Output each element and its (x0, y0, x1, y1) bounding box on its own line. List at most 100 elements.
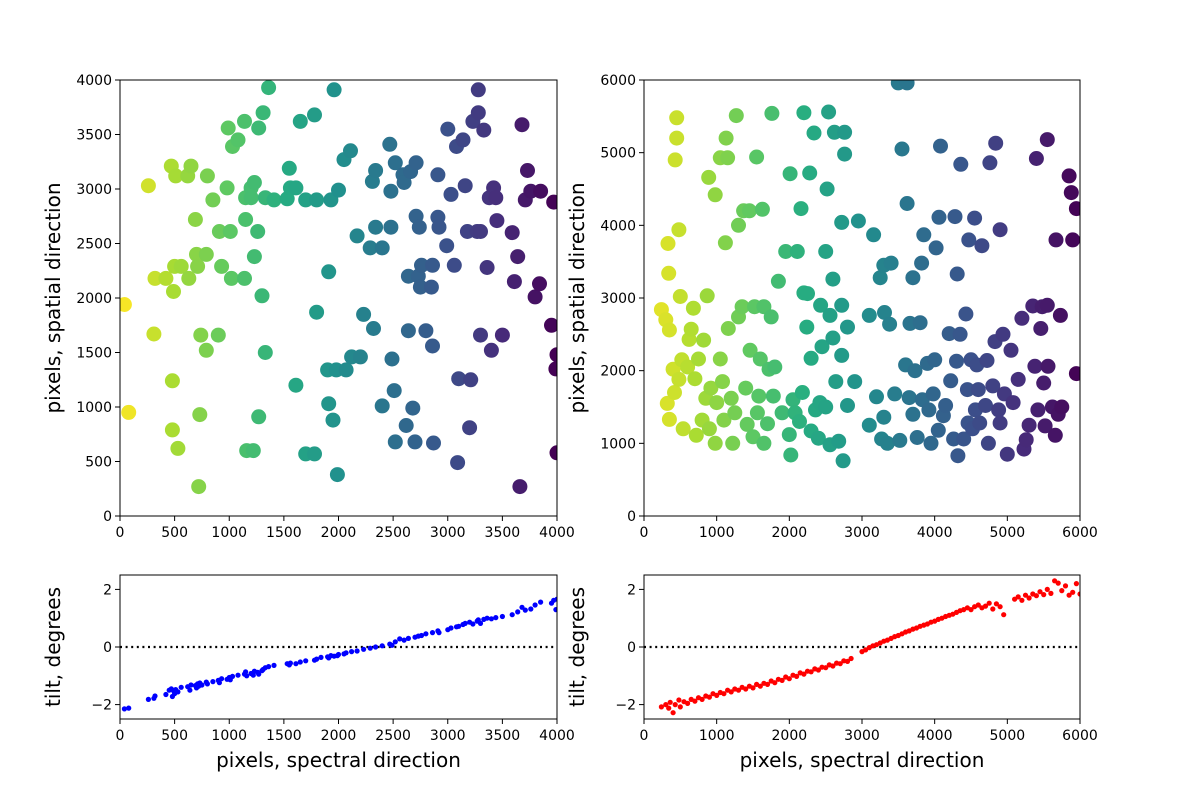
data-point (436, 630, 442, 636)
data-point (230, 132, 246, 148)
data-point (806, 125, 822, 141)
data-point (187, 687, 193, 693)
data-point (303, 658, 309, 664)
data-point (959, 382, 975, 398)
data-point (414, 257, 429, 273)
data-point (819, 181, 835, 197)
data-point (770, 273, 786, 289)
data-point (728, 689, 734, 695)
top-left-scatter-panel: 0 500 1000 1500 2000 2500 3000 3500 4000 0 500 1000… (41, 73, 575, 541)
data-point (400, 323, 416, 339)
y-tick-label: 0 (103, 509, 112, 525)
data-point (443, 186, 459, 202)
data-point (749, 149, 765, 165)
data-point (168, 168, 184, 184)
data-point (706, 694, 713, 700)
data-point (997, 604, 1003, 610)
data-point (1061, 168, 1077, 184)
data-point (1063, 185, 1079, 201)
data-point (803, 350, 819, 366)
data-point (1033, 321, 1049, 336)
data-point (661, 265, 677, 281)
data-point (840, 398, 855, 413)
data-point (532, 602, 538, 608)
data-point (1022, 592, 1029, 598)
data-point (847, 374, 863, 390)
data-point (691, 351, 706, 367)
data-point (933, 138, 948, 154)
data-point (756, 435, 772, 451)
data-point (715, 374, 730, 390)
data-point (707, 187, 723, 203)
data-point (810, 430, 826, 446)
data-point (1001, 612, 1007, 618)
data-point (676, 697, 682, 703)
data-point (1054, 399, 1070, 415)
data-point (754, 201, 770, 217)
data-point (907, 363, 923, 379)
data-point (401, 637, 407, 643)
data-point (546, 194, 557, 210)
x-tick-label: 1000 (699, 728, 735, 744)
data-point (877, 305, 892, 320)
x-tick-label: 1000 (211, 525, 247, 541)
x-tick-label: 500 (161, 728, 188, 744)
data-point (309, 192, 325, 208)
data-point (985, 378, 1001, 394)
data-point (921, 402, 937, 418)
data-point (1040, 358, 1056, 374)
data-point (772, 680, 778, 686)
data-point (1005, 395, 1021, 411)
data-point (255, 105, 271, 121)
data-point (703, 380, 719, 396)
y-axis-label: tilt, degrees (41, 587, 65, 707)
data-point (1039, 297, 1055, 313)
data-point (661, 411, 677, 427)
data-point (191, 479, 207, 495)
y-axis-label: pixels, spatial direction (41, 182, 65, 413)
data-point (527, 289, 543, 305)
data-point (243, 190, 259, 206)
data-point (831, 433, 847, 449)
data-point (140, 178, 156, 194)
data-point (789, 244, 805, 259)
data-point (251, 409, 267, 425)
data-point (146, 326, 162, 342)
data-point (866, 227, 882, 243)
data-point (764, 105, 780, 121)
x-tick-label: 5000 (990, 525, 1026, 541)
y-tick-label: 3000 (76, 182, 112, 198)
data-point (735, 687, 742, 693)
x-tick-label: 1000 (699, 525, 735, 541)
data-point (392, 639, 398, 645)
data-point (548, 361, 557, 377)
data-point (457, 178, 473, 194)
data-point (818, 244, 834, 259)
data-point (246, 249, 262, 265)
data-point (554, 596, 557, 602)
data-point (423, 279, 439, 295)
x-tick-label: 3500 (485, 728, 521, 744)
data-point (297, 659, 303, 665)
data-point (894, 141, 910, 157)
data-point (479, 260, 495, 275)
data-point (440, 121, 456, 137)
data-point (988, 135, 1004, 151)
data-point (307, 446, 322, 462)
data-point (349, 228, 365, 244)
data-point (210, 679, 216, 685)
data-point (764, 681, 771, 688)
data-point (411, 219, 427, 235)
data-point (751, 388, 767, 404)
data-point (1052, 307, 1068, 323)
data-point (361, 646, 367, 652)
data-point (661, 322, 677, 338)
data-point (992, 415, 1008, 431)
data-point (723, 390, 739, 406)
data-point (709, 395, 725, 411)
data-point (199, 682, 205, 688)
data-point (882, 316, 898, 332)
data-point (329, 467, 345, 483)
data-point (448, 625, 454, 631)
data-point (121, 706, 127, 712)
